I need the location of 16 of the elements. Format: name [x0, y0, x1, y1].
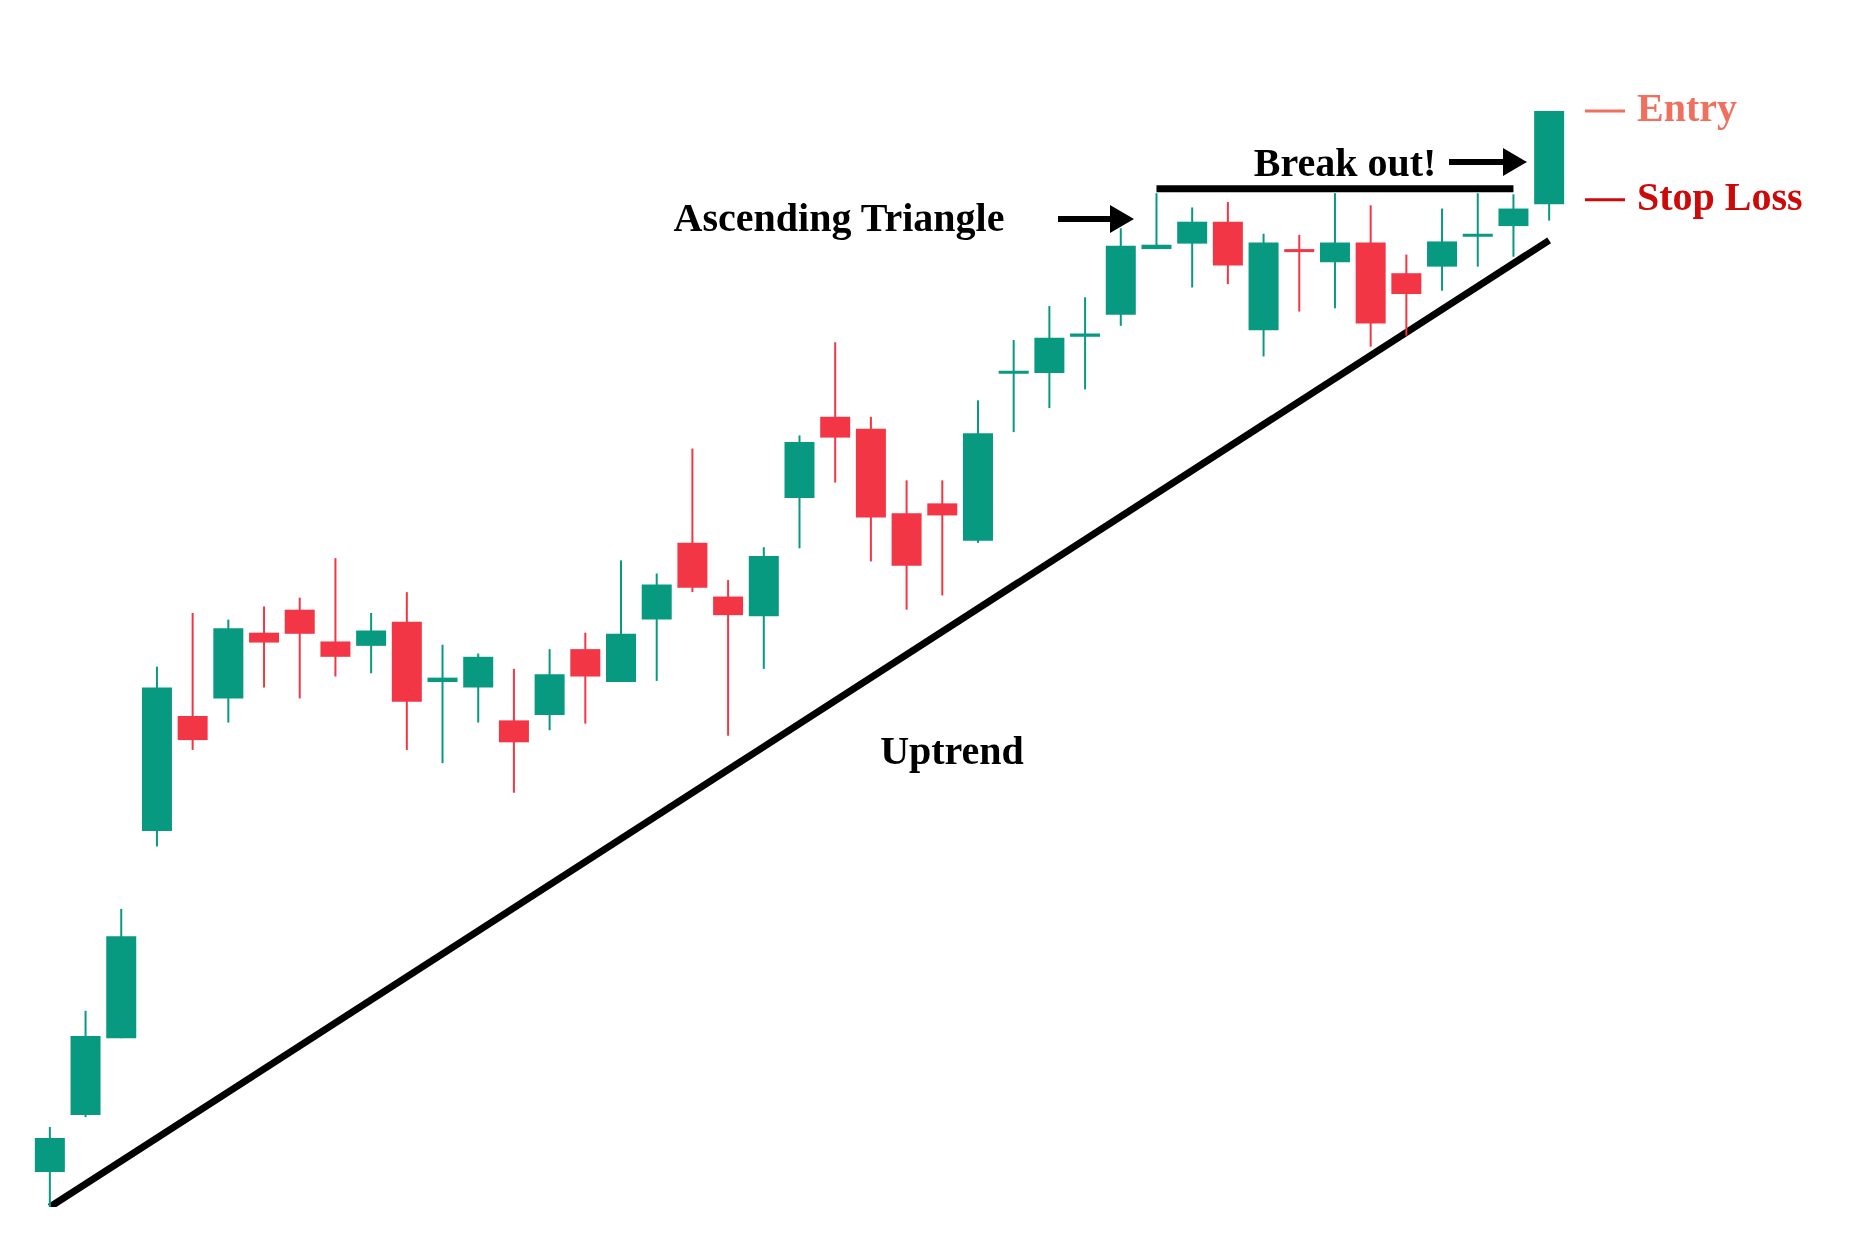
candlestick	[1284, 233, 1315, 313]
candlestick	[820, 341, 851, 484]
annotation: Break out!	[1253, 138, 1437, 186]
candlestick	[1141, 192, 1172, 251]
annotation: Ascending Triangle	[673, 193, 1005, 241]
candlestick	[927, 479, 958, 597]
candlestick	[320, 557, 351, 678]
candlestick	[1462, 192, 1493, 268]
annotation: Uptrend	[880, 726, 1024, 774]
candlestick	[998, 339, 1029, 434]
ref-line-label: Stop Loss	[1637, 174, 1803, 220]
candlestick	[713, 579, 744, 737]
ref-line-label: Entry	[1637, 85, 1737, 131]
candlestick	[249, 605, 280, 689]
candlestick	[1070, 296, 1101, 391]
candlestick	[427, 643, 458, 765]
